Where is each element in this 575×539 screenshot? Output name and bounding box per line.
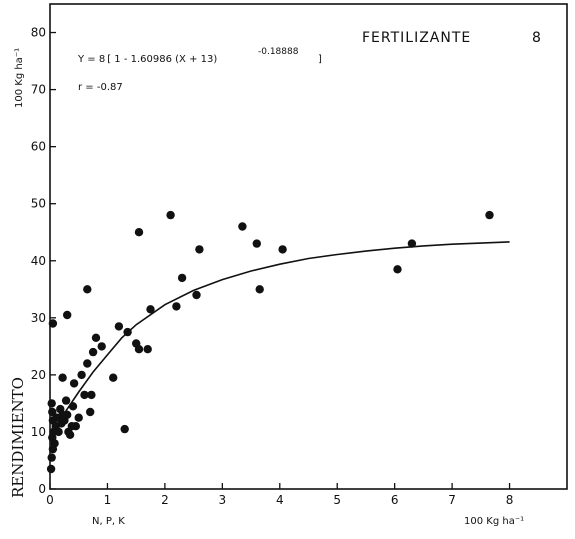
data-point bbox=[278, 245, 287, 254]
panel-label: 8 bbox=[532, 30, 542, 46]
equation-close: ] bbox=[318, 54, 322, 65]
equation-main: Y = 8 [ 1 - 1.60986 (X + 13) bbox=[77, 54, 217, 65]
data-point bbox=[62, 410, 72, 419]
data-point bbox=[393, 265, 402, 274]
data-point bbox=[48, 407, 57, 417]
data-point bbox=[146, 305, 155, 314]
data-point bbox=[120, 424, 129, 434]
x-tick-label: 4 bbox=[276, 493, 284, 507]
y-tick-label: 40 bbox=[31, 254, 46, 268]
x-tick-label: 2 bbox=[161, 493, 169, 507]
x-axis-ticks: 0 1 2 3 4 5 6 7 8 bbox=[46, 483, 513, 507]
y-tick-label: 10 bbox=[31, 425, 46, 439]
data-point bbox=[77, 370, 86, 380]
x-tick-label: 3 bbox=[219, 493, 227, 507]
data-point bbox=[80, 390, 89, 400]
data-point bbox=[87, 390, 96, 400]
data-point bbox=[192, 290, 201, 300]
data-point bbox=[47, 399, 56, 408]
data-point bbox=[86, 407, 95, 417]
y-tick-label: 50 bbox=[31, 197, 46, 211]
y-axis-label: RENDIMIENTO bbox=[9, 377, 27, 498]
y-tick-label: 0 bbox=[38, 482, 46, 496]
data-point bbox=[485, 210, 494, 220]
x-axis-unit: 100 Kg ha⁻¹ bbox=[464, 516, 524, 527]
data-point bbox=[114, 322, 124, 331]
equation-exponent: -0.18888 bbox=[258, 47, 299, 57]
y-tick-label: 70 bbox=[31, 83, 46, 97]
fitted-curve bbox=[49, 241, 510, 436]
data-point bbox=[46, 464, 56, 474]
data-point bbox=[54, 427, 63, 437]
data-point bbox=[134, 228, 144, 237]
x-tick-label: 1 bbox=[104, 493, 112, 507]
y-tick-label: 30 bbox=[31, 311, 46, 325]
data-point bbox=[69, 379, 79, 388]
data-point bbox=[407, 239, 417, 248]
y-axis-unit: 100 Kg ha⁻¹ bbox=[14, 48, 25, 108]
x-tick-label: 8 bbox=[506, 493, 514, 507]
data-point bbox=[134, 345, 144, 354]
data-point bbox=[238, 222, 247, 231]
data-point bbox=[47, 453, 56, 462]
y-tick-label: 20 bbox=[31, 368, 46, 382]
data-point bbox=[83, 285, 92, 294]
data-point bbox=[252, 239, 261, 248]
data-point bbox=[74, 413, 83, 422]
plot-frame bbox=[49, 3, 568, 490]
fitted-curve-layer bbox=[49, 241, 510, 436]
data-point bbox=[48, 319, 58, 328]
data-point bbox=[143, 345, 152, 354]
x-axis-label: N, P, K bbox=[92, 516, 125, 527]
data-point bbox=[62, 310, 72, 320]
data-point bbox=[58, 373, 67, 382]
correlation-annotation: r = -0.87 bbox=[78, 82, 123, 93]
data-point bbox=[65, 430, 75, 439]
data-point bbox=[109, 373, 118, 382]
data-point bbox=[123, 327, 132, 337]
data-point bbox=[177, 273, 187, 283]
data-point bbox=[68, 402, 78, 411]
equation-annotation: Y = 8 [ 1 - 1.60986 (X + 13) -0.18888 ] bbox=[77, 47, 322, 65]
data-point bbox=[172, 302, 181, 311]
y-axis-ticks: 0 10 20 30 40 50 60 70 80 bbox=[31, 26, 56, 496]
data-point bbox=[97, 342, 106, 351]
plot-border bbox=[49, 3, 568, 490]
chart-title: FERTILIZANTE bbox=[362, 30, 471, 46]
data-point bbox=[195, 245, 204, 254]
data-point bbox=[83, 359, 92, 368]
x-tick-label: 0 bbox=[46, 493, 54, 507]
data-point bbox=[61, 396, 71, 405]
y-tick-label: 60 bbox=[31, 140, 46, 154]
x-tick-label: 6 bbox=[391, 493, 399, 507]
data-point bbox=[255, 285, 264, 294]
data-points-layer bbox=[46, 210, 494, 474]
data-point bbox=[91, 333, 101, 342]
data-point bbox=[166, 210, 175, 220]
y-tick-label: 80 bbox=[31, 26, 46, 40]
x-tick-label: 5 bbox=[333, 493, 341, 507]
data-point bbox=[50, 439, 59, 448]
x-tick-label: 7 bbox=[448, 493, 456, 507]
data-point bbox=[71, 422, 81, 431]
data-point bbox=[88, 347, 98, 357]
